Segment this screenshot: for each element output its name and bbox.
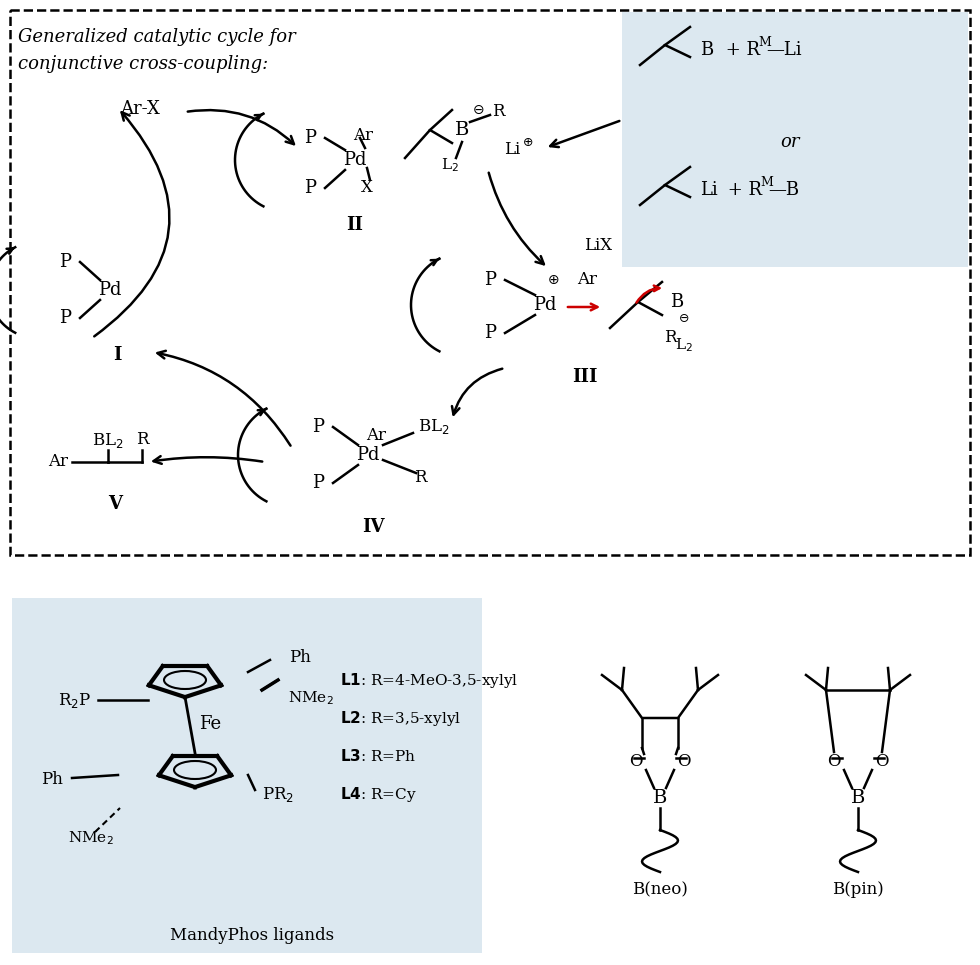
Text: M: M (758, 37, 771, 49)
Bar (10, 10, 970, 555)
Text: O: O (677, 754, 691, 770)
Text: P: P (59, 309, 71, 327)
Text: R$_2$P: R$_2$P (59, 691, 91, 709)
Text: $\mathbf{L1}$: R=4-MeO-3,5-xylyl: $\mathbf{L1}$: R=4-MeO-3,5-xylyl (340, 671, 518, 690)
Text: L$_2$: L$_2$ (441, 156, 459, 174)
Text: Generalized catalytic cycle for: Generalized catalytic cycle for (18, 28, 296, 46)
Text: R: R (492, 103, 505, 121)
Text: Ar: Ar (366, 427, 386, 444)
Text: LiX: LiX (584, 236, 612, 254)
Text: R: R (136, 431, 148, 449)
Text: P: P (484, 324, 496, 342)
Text: Fe: Fe (199, 715, 221, 733)
Text: P: P (312, 418, 324, 436)
Text: or: or (780, 133, 800, 151)
Text: P: P (312, 474, 324, 492)
Text: $\mathbf{L3}$: R=Ph: $\mathbf{L3}$: R=Ph (340, 748, 416, 764)
Text: B: B (653, 789, 667, 807)
Text: BL$_2$: BL$_2$ (92, 430, 123, 450)
Text: P: P (304, 179, 316, 197)
Text: $\ominus$: $\ominus$ (471, 103, 484, 117)
Text: —B: —B (768, 181, 799, 199)
Text: B: B (700, 41, 713, 59)
Text: Pd: Pd (357, 446, 380, 464)
Text: + R: + R (722, 181, 762, 199)
Bar (622, 12, 968, 267)
Text: NMe$_2$: NMe$_2$ (288, 689, 334, 706)
Text: NMe$_2$: NMe$_2$ (68, 829, 114, 847)
Text: conjunctive cross-coupling:: conjunctive cross-coupling: (18, 55, 269, 73)
Text: Ar: Ar (48, 454, 68, 471)
Text: B: B (455, 121, 469, 139)
Text: $\oplus$: $\oplus$ (547, 273, 560, 287)
Text: X: X (361, 179, 373, 197)
Text: $\mathbf{L2}$: R=3,5-xylyl: $\mathbf{L2}$: R=3,5-xylyl (340, 708, 462, 728)
Text: Ar: Ar (577, 271, 597, 289)
Text: R: R (414, 468, 426, 485)
Text: PR$_2$: PR$_2$ (262, 786, 294, 805)
Text: B: B (670, 293, 683, 311)
Text: + R: + R (720, 41, 760, 59)
Text: Pd: Pd (98, 281, 122, 299)
Text: P: P (304, 129, 316, 147)
Text: MandyPhos ligands: MandyPhos ligands (170, 926, 334, 944)
Text: $\ominus$: $\ominus$ (678, 312, 690, 324)
Text: Ph: Ph (289, 649, 311, 667)
Text: Ar-X: Ar-X (120, 100, 160, 118)
Text: I: I (113, 346, 122, 364)
Text: BL$_2$: BL$_2$ (418, 418, 450, 436)
Bar (12, 598, 482, 953)
Text: —Li: —Li (766, 41, 802, 59)
Text: Pd: Pd (343, 151, 367, 169)
Text: V: V (108, 495, 122, 513)
Text: B(pin): B(pin) (832, 881, 884, 898)
Text: P: P (59, 253, 71, 271)
Text: $\mathbf{L4}$: R=Cy: $\mathbf{L4}$: R=Cy (340, 785, 416, 804)
Text: P: P (484, 271, 496, 289)
Text: Ar: Ar (353, 126, 373, 144)
Text: III: III (572, 368, 598, 386)
Text: Pd: Pd (533, 296, 557, 314)
Text: $\oplus$: $\oplus$ (522, 135, 534, 149)
Text: O: O (827, 754, 841, 770)
Text: M: M (760, 177, 773, 189)
Text: O: O (875, 754, 889, 770)
Text: R: R (663, 329, 676, 346)
Text: IV: IV (362, 518, 384, 536)
Text: L$_2$: L$_2$ (675, 336, 693, 354)
Text: B(neo): B(neo) (632, 881, 688, 898)
Text: B: B (851, 789, 865, 807)
Text: Li: Li (504, 142, 520, 158)
Text: II: II (347, 216, 364, 234)
Text: Ph: Ph (41, 771, 63, 788)
Text: O: O (629, 754, 643, 770)
Text: Li: Li (700, 181, 717, 199)
